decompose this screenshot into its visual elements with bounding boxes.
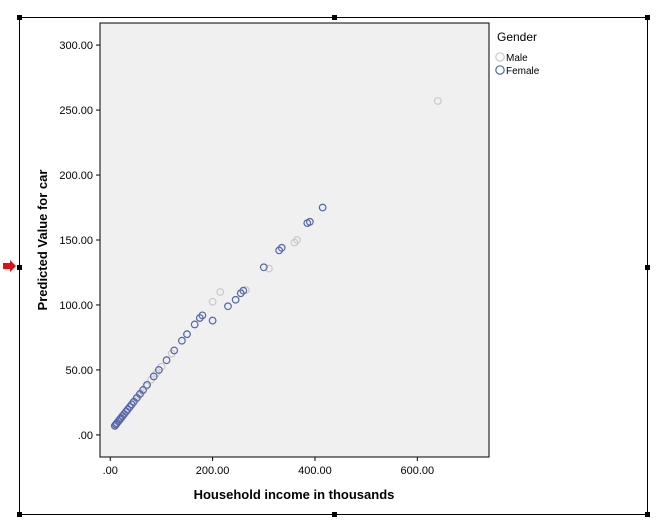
legend-marker-male bbox=[495, 52, 505, 62]
y-tick-label: 250.00 bbox=[59, 105, 93, 117]
data-point bbox=[190, 320, 199, 329]
data-point bbox=[208, 316, 217, 325]
x-tick-label: 600.00 bbox=[401, 465, 435, 477]
series-female bbox=[110, 203, 327, 430]
data-point bbox=[208, 297, 217, 306]
data-point bbox=[154, 366, 163, 374]
data-point bbox=[277, 243, 286, 252]
data-point bbox=[198, 311, 207, 320]
data-point bbox=[149, 372, 158, 381]
data-point bbox=[275, 246, 284, 255]
data-point bbox=[265, 264, 273, 273]
data-point bbox=[318, 203, 327, 212]
x-axis-title: Household income in thousands bbox=[194, 487, 395, 502]
x-tick-label: 400.00 bbox=[298, 465, 332, 477]
data-point bbox=[143, 380, 151, 389]
data-point bbox=[433, 97, 442, 105]
data-point bbox=[293, 236, 301, 244]
y-tick-label: .00 bbox=[78, 430, 93, 442]
resize-handle-bottom-middle[interactable] bbox=[332, 512, 337, 517]
y-tick-label: 100.00 bbox=[59, 300, 93, 312]
y-axis: .00 50.00 100.00 150.00 200.00 250.00 300.00 bbox=[59, 40, 100, 442]
resize-handle-bottom-left[interactable] bbox=[17, 512, 22, 517]
data-point bbox=[170, 346, 179, 355]
data-point bbox=[231, 295, 240, 304]
y-axis-title: Predicted Value for car bbox=[35, 170, 50, 311]
data-point bbox=[224, 302, 232, 311]
x-tick-label: 200.00 bbox=[196, 465, 230, 477]
legend: Gender Male Female bbox=[495, 30, 540, 77]
resize-handle-top-left[interactable] bbox=[17, 15, 22, 20]
data-point bbox=[216, 288, 225, 296]
chart-frame[interactable] bbox=[17, 15, 650, 517]
data-point bbox=[162, 356, 171, 365]
y-tick-label: 300.00 bbox=[59, 40, 93, 52]
data-point bbox=[183, 330, 191, 339]
data-point bbox=[259, 263, 268, 272]
data-point bbox=[236, 289, 245, 298]
resize-handle-bottom-right[interactable] bbox=[645, 512, 650, 517]
data-point bbox=[177, 336, 186, 345]
data-point bbox=[139, 386, 147, 394]
x-tick-label: .00 bbox=[103, 465, 118, 477]
data-point bbox=[290, 238, 299, 247]
data-point bbox=[305, 217, 314, 226]
legend-title: Gender bbox=[497, 30, 537, 44]
data-point bbox=[239, 286, 248, 295]
resize-handle-top-middle[interactable] bbox=[332, 15, 337, 20]
points-layer bbox=[110, 97, 442, 430]
y-tick-label: 150.00 bbox=[59, 235, 93, 247]
legend-marker-female bbox=[495, 65, 505, 75]
x-axis: .00 200.00 400.00 600.00 bbox=[103, 457, 435, 477]
y-tick-label: 200.00 bbox=[59, 170, 93, 182]
y-tick-label: 50.00 bbox=[65, 365, 93, 377]
legend-label-female: Female bbox=[506, 66, 540, 77]
selection-arrow-icon bbox=[3, 260, 16, 272]
legend-label-male: Male bbox=[506, 53, 528, 64]
data-point bbox=[195, 314, 204, 322]
resize-handle-middle-right[interactable] bbox=[645, 265, 650, 270]
plot-area bbox=[99, 22, 490, 458]
resize-handle-middle-left[interactable] bbox=[17, 265, 22, 270]
resize-handle-top-right[interactable] bbox=[645, 15, 650, 20]
